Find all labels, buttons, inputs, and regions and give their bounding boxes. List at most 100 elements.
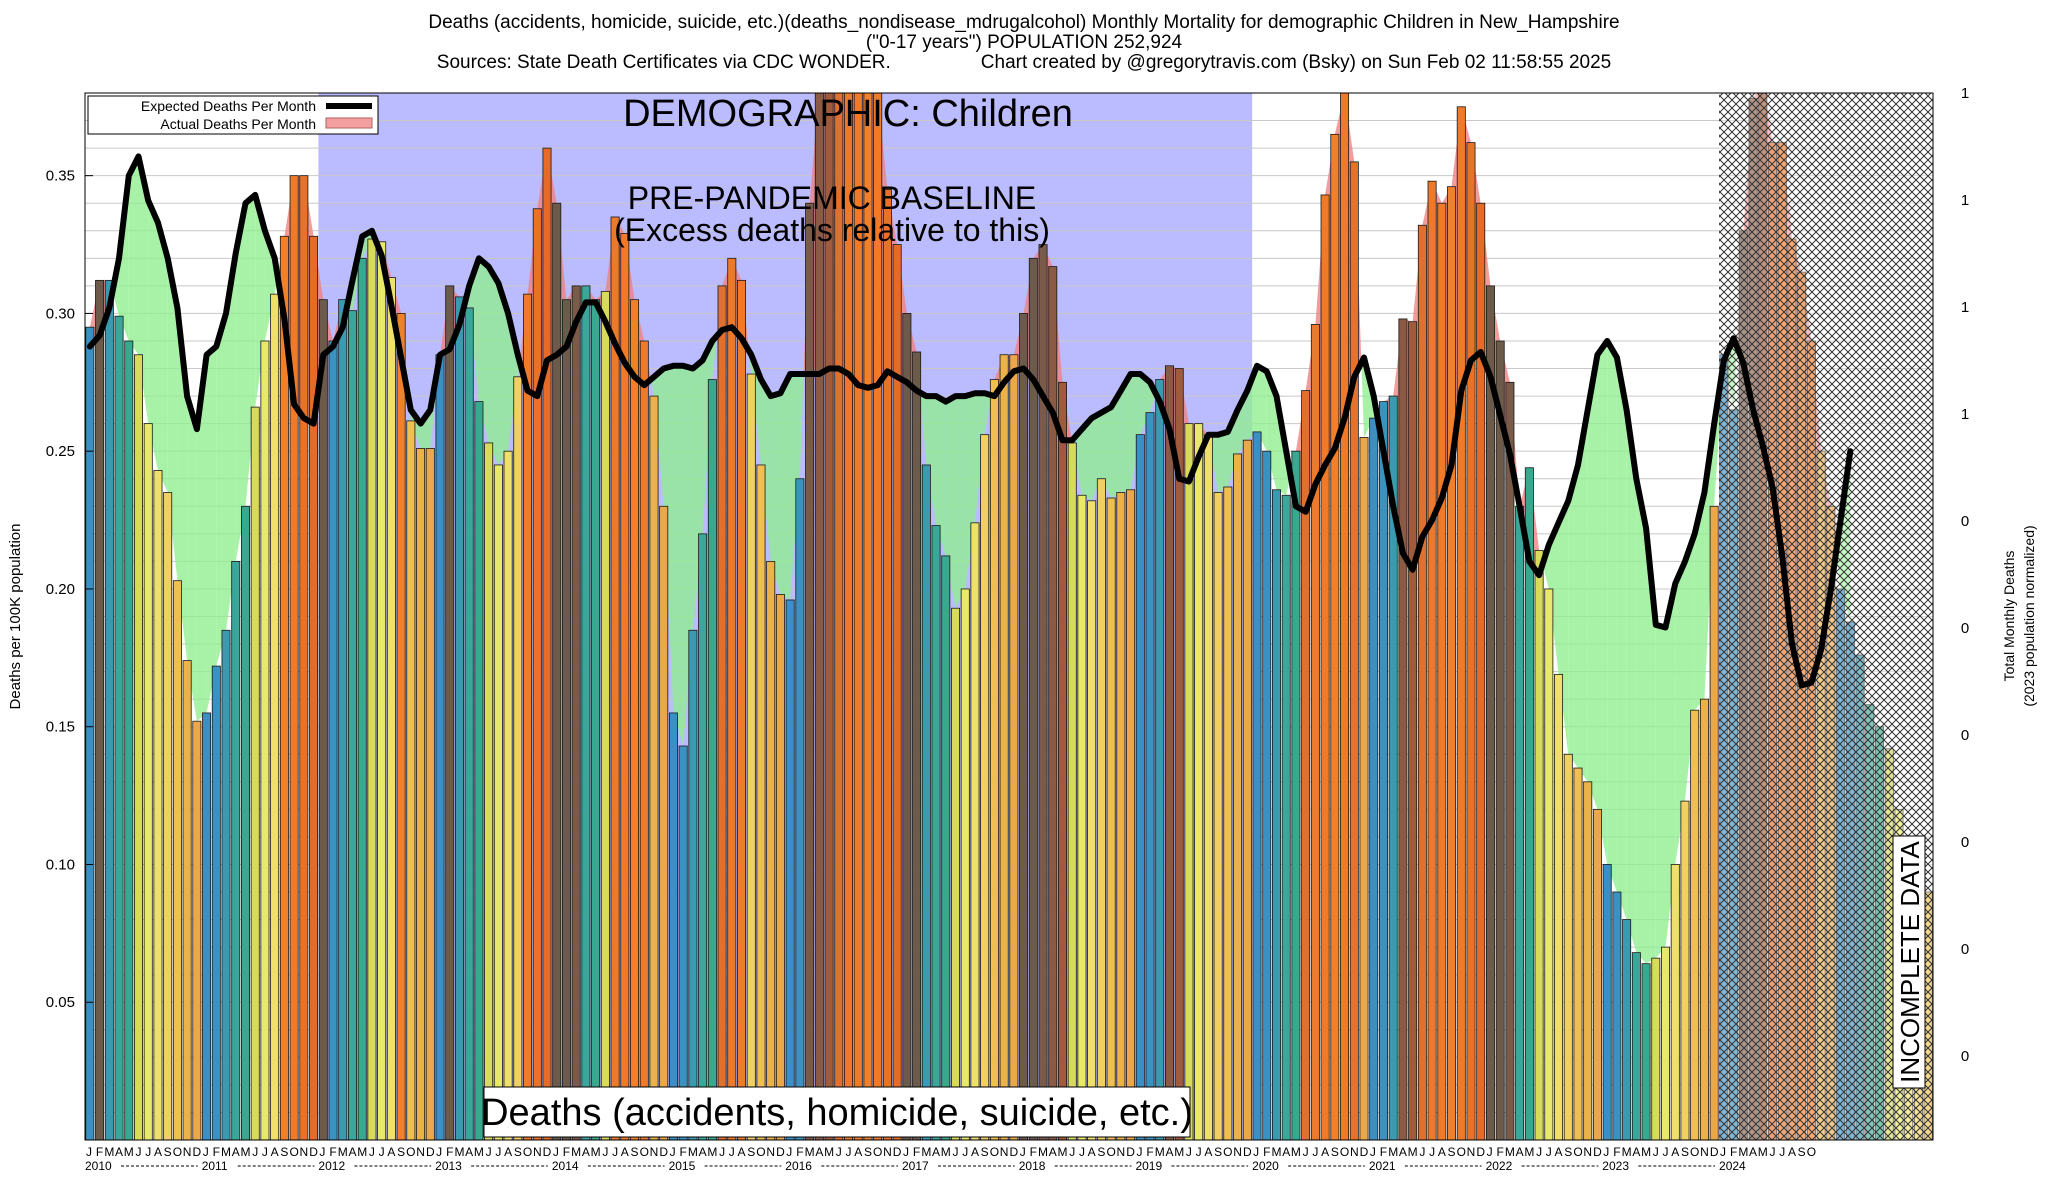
x-tick-label: J	[1079, 1145, 1085, 1159]
excess-area	[673, 365, 684, 746]
y2-tick-label: 1	[1961, 192, 1969, 209]
bar	[1242, 439, 1252, 1140]
x-tick-label: N	[650, 1145, 659, 1159]
x-tick-label: J	[1136, 1145, 1142, 1159]
bar	[902, 313, 912, 1140]
bar	[581, 285, 591, 1140]
x-tick-label: M	[1291, 1145, 1301, 1159]
x-tick-label: A	[1049, 1145, 1057, 1159]
bar	[1281, 494, 1291, 1140]
bar	[1291, 450, 1301, 1140]
x-tick-label: M	[688, 1145, 698, 1159]
excess-area	[936, 396, 946, 556]
x-tick-label: O	[1807, 1145, 1816, 1159]
excess-area	[945, 396, 956, 609]
bar	[1485, 285, 1495, 1140]
bar	[678, 745, 688, 1140]
x-tick-label: F	[1146, 1145, 1153, 1159]
bar	[1203, 434, 1213, 1140]
y2-tick-label: 1	[1961, 299, 1969, 316]
bar	[202, 712, 212, 1140]
x-tick-label: F	[96, 1145, 103, 1159]
expected-deaths-line	[86, 153, 1854, 689]
bar	[503, 450, 513, 1140]
x-tick-label: J	[719, 1145, 725, 1159]
bar	[309, 235, 319, 1140]
year-label: 2021	[1369, 1159, 1396, 1173]
x-tick-label: S	[1214, 1145, 1222, 1159]
x-tick-label: S	[514, 1145, 522, 1159]
x-tick-label: J	[86, 1145, 92, 1159]
plot-frame	[84, 92, 1934, 1141]
excess-area	[488, 266, 499, 465]
year-label: 2014	[552, 1159, 579, 1173]
x-tick-label: J	[495, 1145, 501, 1159]
bar	[1028, 257, 1038, 1140]
legend-swatch-actual	[325, 117, 373, 129]
excess-area	[469, 258, 479, 402]
bar	[1466, 142, 1476, 1140]
x-tick-label: F	[1030, 1145, 1037, 1159]
year-label: 2013	[435, 1159, 462, 1173]
excess-area	[498, 283, 509, 465]
x-tick-label: A	[1282, 1145, 1290, 1159]
excess-area	[1646, 528, 1656, 964]
x-tick-label: M	[805, 1145, 815, 1159]
bar	[1602, 864, 1612, 1140]
bar	[989, 379, 999, 1140]
bar	[386, 277, 396, 1140]
x-tick-label: F	[1263, 1145, 1270, 1159]
excess-area	[408, 399, 411, 421]
excess-area	[770, 393, 781, 595]
bar	[873, 93, 883, 1140]
x-tick-label: D	[893, 1145, 902, 1159]
bar	[1690, 709, 1700, 1140]
bar	[931, 525, 941, 1140]
x-tick-label: F	[329, 1145, 336, 1159]
bar	[1515, 505, 1525, 1140]
bar	[211, 665, 221, 1140]
excess-area	[955, 396, 966, 609]
x-tick-label: J	[379, 1145, 385, 1159]
x-tick-label: M	[1038, 1145, 1048, 1159]
bar	[951, 607, 960, 1140]
bottom-label: Deaths (accidents, homicide, suicide, et…	[481, 1092, 1193, 1134]
x-tick-label: J	[262, 1145, 268, 1159]
x-tick-label: A	[1204, 1145, 1212, 1159]
x-tick-label: F	[563, 1145, 570, 1159]
x-tick-label: D	[659, 1145, 668, 1159]
credit-text: Chart created by @gregorytravis.com (Bsk…	[980, 52, 1612, 73]
x-tick-label: F	[1613, 1145, 1620, 1159]
x-tick-label: D	[193, 1145, 202, 1159]
x-tick-label: M	[1738, 1145, 1748, 1159]
x-tick-label: J	[1419, 1145, 1425, 1159]
bar	[1534, 549, 1544, 1140]
bar	[795, 478, 805, 1140]
x-tick-label: A	[971, 1145, 979, 1159]
x-tick-label: A	[1165, 1145, 1173, 1159]
year-label: 2022	[1486, 1159, 1513, 1173]
y2-tick-label: 0	[1961, 513, 1969, 530]
x-tick-label: M	[941, 1145, 951, 1159]
x-tick-label: D	[543, 1145, 552, 1159]
bar	[377, 241, 387, 1140]
excess-area	[712, 335, 717, 380]
x-tick-label: J	[602, 1145, 608, 1159]
y2-tick-label: 0	[1961, 727, 1969, 744]
bar	[1437, 202, 1447, 1140]
bar	[1067, 442, 1077, 1140]
bar	[775, 594, 785, 1140]
excess-area	[206, 346, 217, 713]
x-tick-label: N	[1700, 1145, 1709, 1159]
bar	[1631, 952, 1641, 1140]
x-tick-label: A	[1555, 1145, 1563, 1159]
excess-area	[1208, 434, 1219, 493]
excess-area	[1257, 365, 1267, 452]
bar	[163, 492, 173, 1140]
year-label: 2024	[1719, 1159, 1746, 1173]
bar	[746, 373, 756, 1140]
excess-area	[760, 379, 771, 562]
bar	[561, 299, 571, 1140]
excess-area	[1509, 382, 1520, 507]
bar	[1563, 753, 1573, 1140]
